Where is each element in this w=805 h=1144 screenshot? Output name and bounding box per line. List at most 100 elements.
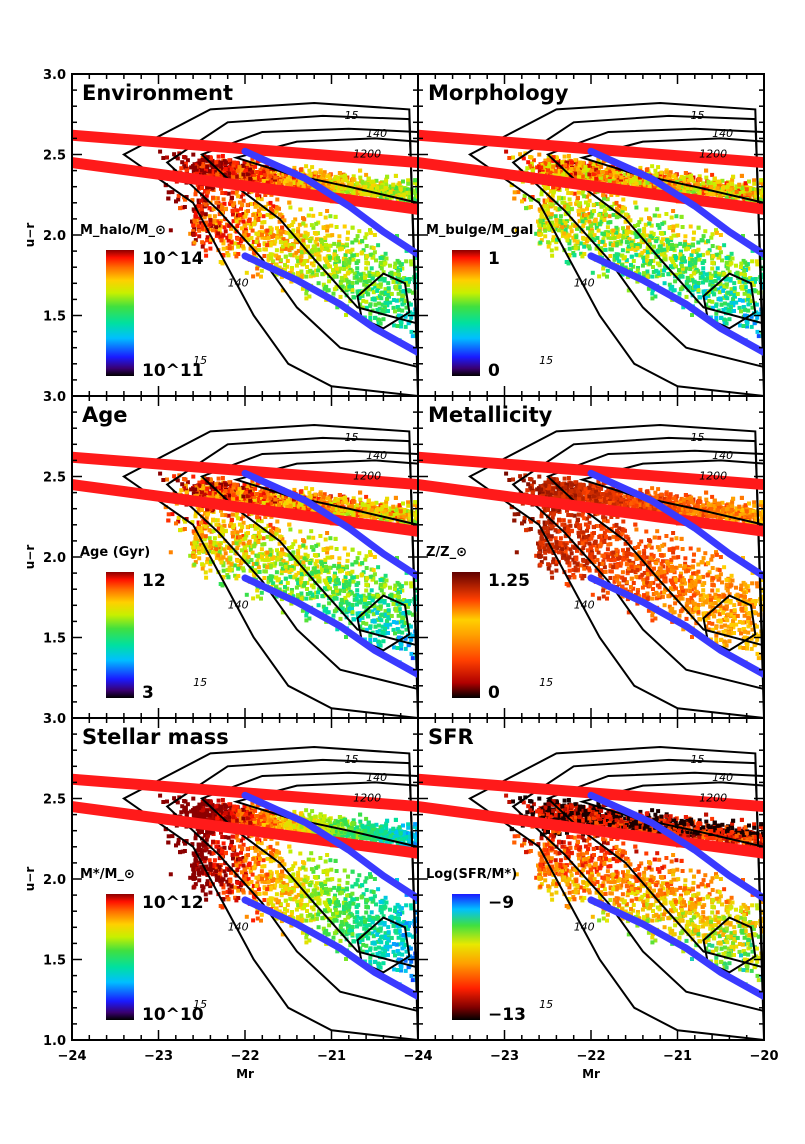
data-point (714, 311, 719, 316)
data-point (309, 223, 314, 228)
data-point (275, 235, 280, 240)
data-point (360, 305, 365, 310)
data-point (209, 237, 214, 242)
data-point (740, 286, 745, 291)
data-point (282, 230, 287, 235)
data-point (209, 163, 214, 168)
data-point (736, 274, 740, 279)
data-point (261, 170, 266, 175)
y-tick-label: 2.0 (43, 229, 66, 244)
data-point (678, 241, 683, 246)
data-point (220, 253, 225, 257)
data-point (668, 264, 673, 269)
data-point (719, 189, 724, 194)
data-point (662, 174, 667, 179)
data-point (357, 289, 362, 294)
data-point (378, 255, 383, 260)
data-point (248, 225, 253, 230)
data-point (628, 230, 633, 235)
data-point (404, 259, 409, 264)
data-point (235, 168, 240, 173)
data-point (268, 200, 273, 205)
data-point (660, 252, 664, 257)
data-point (685, 278, 690, 283)
data-point (686, 178, 691, 183)
data-point (602, 196, 606, 201)
data-point (273, 175, 278, 180)
data-point (197, 158, 202, 163)
data-point (296, 182, 301, 187)
data-point (563, 228, 568, 233)
data-point (651, 265, 655, 269)
data-point (345, 271, 350, 276)
data-point (285, 259, 290, 263)
data-point (361, 248, 366, 253)
data-point (408, 193, 413, 198)
data-point (614, 225, 619, 230)
data-point (197, 228, 202, 233)
data-point (287, 243, 292, 247)
data-point (228, 235, 233, 240)
data-point (748, 276, 753, 280)
data-point (273, 239, 278, 244)
data-point (191, 223, 196, 228)
data-point (197, 234, 202, 239)
data-point (590, 230, 595, 235)
data-point (266, 235, 271, 240)
data-point (309, 249, 314, 254)
data-point (704, 272, 709, 277)
data-point (602, 243, 607, 248)
data-point (571, 235, 576, 240)
data-point (635, 279, 640, 284)
data-point (287, 224, 291, 228)
data-point (259, 268, 264, 273)
data-point (724, 282, 729, 287)
contour-label: 140 (228, 277, 249, 290)
data-point (754, 302, 759, 307)
data-point (383, 300, 388, 305)
data-point (289, 223, 294, 228)
data-point (209, 156, 213, 161)
data-point (608, 254, 613, 258)
data-point (601, 211, 606, 216)
data-point (743, 313, 747, 318)
data-point (413, 178, 418, 183)
data-point (358, 302, 363, 307)
data-point (283, 240, 288, 245)
data-point (238, 171, 243, 176)
data-point (370, 287, 375, 292)
data-point (557, 207, 562, 212)
data-point (639, 238, 644, 243)
data-point (670, 242, 674, 247)
data-point (599, 164, 604, 169)
data-point (673, 279, 678, 284)
data-point (415, 194, 418, 199)
data-point (351, 257, 356, 262)
data-point (614, 174, 619, 179)
data-point (246, 233, 251, 238)
data-point (564, 235, 569, 240)
data-point (370, 297, 375, 302)
data-point (296, 249, 301, 253)
data-point (176, 193, 181, 198)
blue-track-upper (241, 147, 418, 258)
data-point (355, 280, 359, 285)
data-point (217, 228, 222, 233)
data-point (342, 175, 347, 179)
data-point (262, 220, 267, 225)
data-point (400, 266, 405, 271)
data-point (701, 191, 706, 196)
data-point (325, 233, 330, 238)
contour-label: 140 (366, 127, 387, 140)
data-point (270, 208, 275, 213)
data-point (591, 221, 595, 226)
data-point (214, 200, 219, 205)
data-point (707, 298, 712, 303)
data-point (592, 233, 597, 238)
data-point (231, 174, 236, 179)
data-point (219, 160, 224, 165)
data-point (341, 256, 346, 261)
data-point (662, 281, 667, 286)
data-point (393, 173, 398, 178)
data-point (581, 208, 586, 213)
